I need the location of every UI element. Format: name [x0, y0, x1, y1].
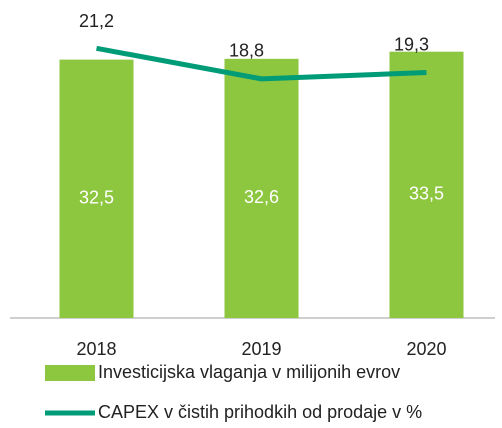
bar [59, 59, 134, 318]
line [96, 45, 427, 82]
bar [224, 58, 299, 319]
line-value-label: 18,8 [229, 41, 264, 61]
bar-value-label: 33,5 [409, 184, 444, 204]
legend-swatch [45, 365, 95, 381]
x-tick-label: 2020 [406, 339, 446, 359]
bar-value-label: 32,5 [79, 188, 114, 208]
x-tick-label: 2019 [241, 339, 281, 359]
legend-label: CAPEX v čistih prihodkih od prodaje v % [98, 402, 422, 422]
bar-value-label: 32,6 [244, 187, 279, 207]
legend-label: Investicijska vlaganja v milijonih evrov [98, 362, 400, 382]
line-value-label: 21,2 [79, 11, 114, 31]
line-value-label: 19,3 [394, 34, 429, 54]
x-tick-label: 2018 [76, 339, 116, 359]
bar [389, 51, 464, 319]
